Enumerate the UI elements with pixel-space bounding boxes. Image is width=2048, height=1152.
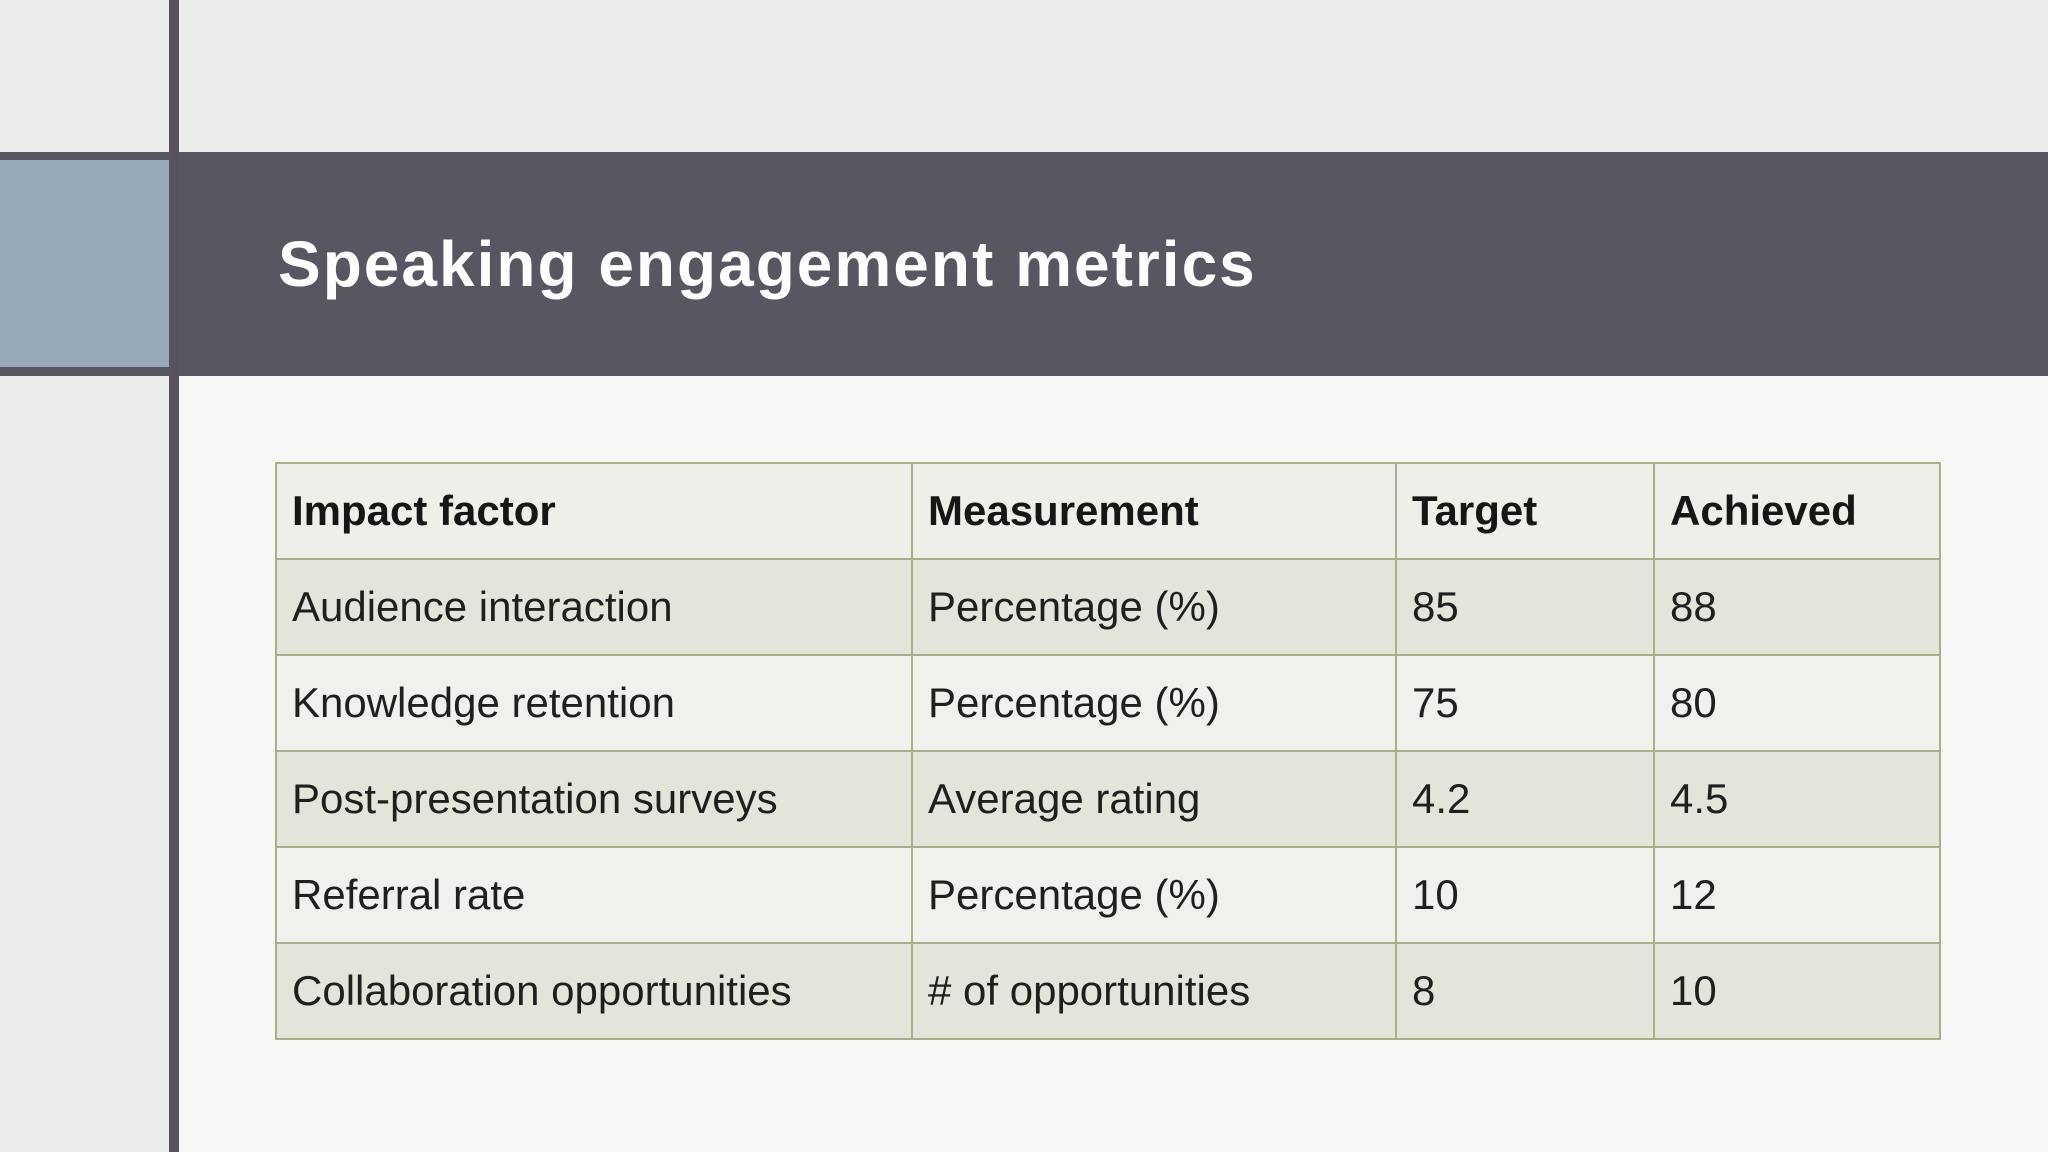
table-row: Knowledge retention Percentage (%) 75 80 (275, 654, 1941, 752)
table-cell: Average rating (911, 750, 1397, 848)
slide-title: Speaking engagement metrics (278, 228, 1257, 300)
vertical-accent-line (169, 0, 179, 1152)
table-cell: 12 (1653, 846, 1941, 944)
table-cell: Post-presentation surveys (275, 750, 913, 848)
table-header-row: Impact factor Measurement Target Achieve… (275, 462, 1941, 560)
table-cell: Collaboration opportunities (275, 942, 913, 1040)
table-row: Collaboration opportunities # of opportu… (275, 942, 1941, 1040)
table-cell: 10 (1653, 942, 1941, 1040)
table-cell: 4.5 (1653, 750, 1941, 848)
table-row: Audience interaction Percentage (%) 85 8… (275, 558, 1941, 656)
table-cell: Percentage (%) (911, 846, 1397, 944)
metrics-table: Impact factor Measurement Target Achieve… (275, 462, 1941, 1040)
column-header-achieved: Achieved (1653, 462, 1941, 560)
table-cell: 4.2 (1395, 750, 1655, 848)
metrics-table-container: Impact factor Measurement Target Achieve… (275, 462, 1941, 1040)
table-row: Referral rate Percentage (%) 10 12 (275, 846, 1941, 944)
table-cell: 75 (1395, 654, 1655, 752)
table-cell: # of opportunities (911, 942, 1397, 1040)
table-row: Post-presentation surveys Average rating… (275, 750, 1941, 848)
table-cell: Knowledge retention (275, 654, 913, 752)
table-cell: 88 (1653, 558, 1941, 656)
table-cell: 8 (1395, 942, 1655, 1040)
table-cell: Percentage (%) (911, 558, 1397, 656)
table-cell: 10 (1395, 846, 1655, 944)
top-background-strip (0, 0, 2048, 152)
accent-square (0, 160, 169, 367)
table-cell: 85 (1395, 558, 1655, 656)
column-header-target: Target (1395, 462, 1655, 560)
table-cell: Referral rate (275, 846, 913, 944)
table-cell: Percentage (%) (911, 654, 1397, 752)
column-header-impact-factor: Impact factor (275, 462, 913, 560)
table-cell: Audience interaction (275, 558, 913, 656)
title-band (0, 152, 2048, 376)
table-cell: 80 (1653, 654, 1941, 752)
column-header-measurement: Measurement (911, 462, 1397, 560)
